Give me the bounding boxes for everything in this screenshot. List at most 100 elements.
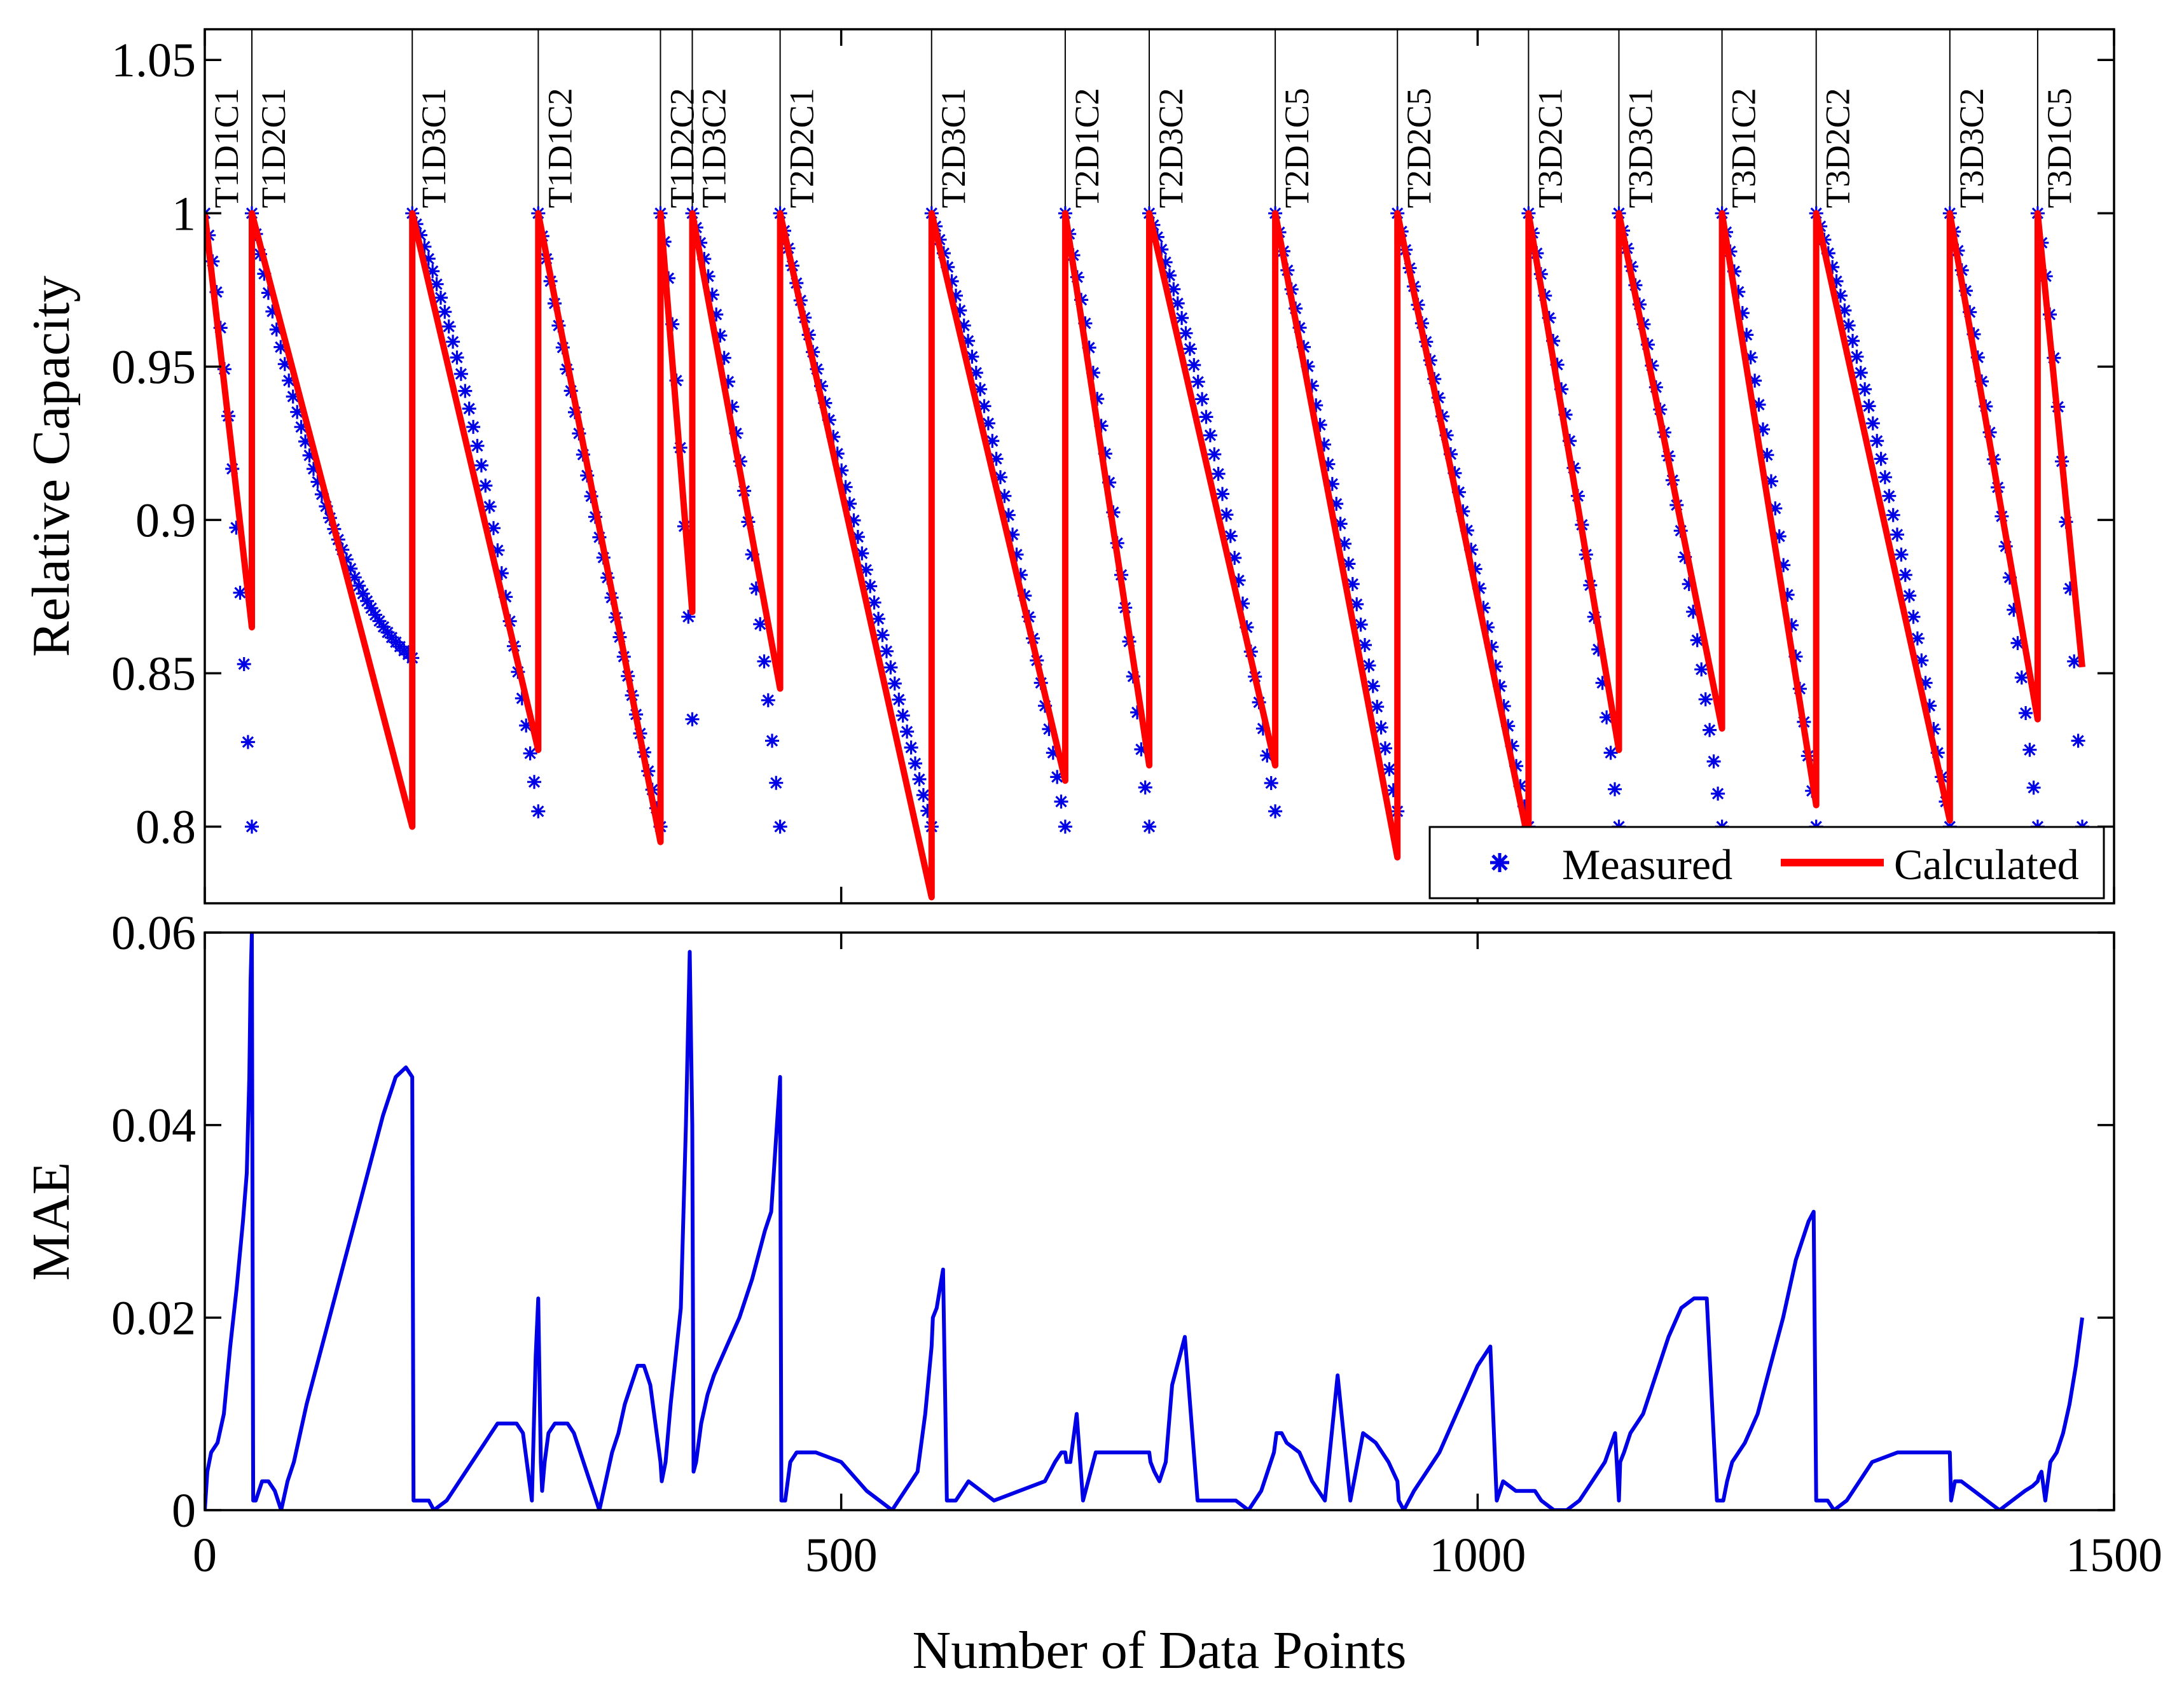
measured-point bbox=[434, 291, 448, 305]
measured-point bbox=[1711, 786, 1725, 801]
measured-point bbox=[482, 499, 497, 514]
calculated-line bbox=[205, 210, 2085, 901]
measured-point bbox=[523, 746, 537, 761]
measured-point bbox=[1882, 489, 1897, 503]
y-tick-label: 1 bbox=[172, 187, 196, 240]
measured-point bbox=[875, 628, 890, 642]
measured-point bbox=[1195, 392, 1210, 406]
condition-label: T2D1C5 bbox=[1278, 88, 1316, 208]
measured-point bbox=[1178, 326, 1193, 340]
condition-label: T2D1C2 bbox=[1068, 88, 1106, 208]
measured-point bbox=[462, 401, 476, 416]
measured-segment bbox=[1142, 206, 1283, 819]
top-plot-frame bbox=[204, 28, 2115, 905]
measured-point bbox=[233, 585, 247, 600]
measured-segment bbox=[1612, 206, 1729, 834]
bottom-axis-ticks: 0 0.02 0.04 0.06 0 500 1000 1500 bbox=[111, 906, 2162, 1582]
y-tick-label: 0.06 bbox=[111, 906, 196, 960]
measured-point bbox=[1706, 754, 1721, 768]
measured-point bbox=[1846, 333, 1860, 348]
measured-point bbox=[1182, 342, 1197, 356]
measured-point bbox=[1211, 466, 1226, 481]
measured-point bbox=[1603, 746, 1618, 760]
measured-point bbox=[867, 595, 881, 610]
measured-point bbox=[1187, 358, 1201, 372]
measured-point bbox=[458, 384, 473, 398]
measured-point bbox=[1608, 782, 1622, 796]
measured-point bbox=[1219, 508, 1234, 522]
measured-point bbox=[466, 420, 481, 434]
measured-point bbox=[1853, 366, 1868, 380]
condition-label: T3D1C2 bbox=[1725, 88, 1763, 208]
condition-label: T1D1C1 bbox=[207, 88, 245, 208]
measured-point bbox=[892, 692, 906, 707]
condition-label: T3D3C1 bbox=[1621, 88, 1659, 208]
measured-segment bbox=[685, 206, 787, 834]
measured-point bbox=[1890, 527, 1904, 542]
condition-label: T2D3C2 bbox=[1152, 88, 1190, 208]
measured-point bbox=[2019, 706, 2033, 720]
bottom-plot-frame bbox=[204, 931, 2115, 1511]
condition-label: T1D2C1 bbox=[254, 88, 293, 208]
x-tick-label: 500 bbox=[805, 1529, 878, 1582]
measured-point bbox=[1865, 416, 1880, 431]
measured-point bbox=[1748, 373, 1762, 388]
y-tick-label: 0.02 bbox=[111, 1291, 196, 1345]
measured-point bbox=[1142, 819, 1156, 834]
measured-point bbox=[474, 458, 488, 473]
condition-label: T3D2C1 bbox=[1531, 88, 1569, 208]
measured-point bbox=[1191, 375, 1205, 389]
measured-point bbox=[753, 617, 768, 632]
measured-point bbox=[887, 676, 902, 691]
condition-label: T2D3C1 bbox=[934, 88, 972, 208]
measured-point bbox=[1894, 547, 1909, 562]
measured-point bbox=[1898, 567, 1912, 582]
measured-point bbox=[904, 740, 918, 755]
measured-point bbox=[761, 693, 775, 707]
legend-calculated-label: Calculated bbox=[1894, 840, 2079, 889]
measured-point bbox=[1849, 349, 1864, 364]
measured-point bbox=[1175, 310, 1189, 325]
legend-measured-marker bbox=[1490, 853, 1509, 872]
legend-box bbox=[1428, 826, 2105, 899]
measured-point bbox=[1874, 452, 1888, 466]
measured-point bbox=[1365, 679, 1380, 693]
measured-point bbox=[1382, 762, 1397, 777]
measured-point bbox=[765, 733, 779, 748]
measured-segment bbox=[1942, 206, 2045, 834]
measured-point bbox=[1264, 776, 1278, 790]
measured-point bbox=[531, 804, 546, 819]
measured-point bbox=[237, 657, 251, 671]
condition-label: T3D2C2 bbox=[1819, 88, 1857, 208]
y-tick-label: 0.04 bbox=[111, 1099, 196, 1153]
measured-point bbox=[1862, 399, 1876, 413]
x-axis-title: Number of Data Points bbox=[913, 1621, 1407, 1680]
measured-point bbox=[1370, 700, 1385, 714]
y-tick-label: 0 bbox=[172, 1484, 196, 1538]
x-tick-label: 1500 bbox=[2066, 1529, 2162, 1582]
measured-point bbox=[527, 775, 541, 789]
measured-point bbox=[769, 775, 784, 790]
measured-point bbox=[2026, 781, 2041, 795]
condition-label: T3D1C5 bbox=[2040, 88, 2078, 208]
measured-point bbox=[895, 708, 910, 723]
measured-segment bbox=[1521, 206, 1626, 834]
measured-point bbox=[1877, 470, 1892, 485]
measured-point bbox=[880, 644, 894, 658]
measured-point bbox=[1374, 720, 1388, 735]
condition-label: T2D2C1 bbox=[783, 88, 821, 208]
mae-series bbox=[205, 933, 2084, 1510]
x-tick-label: 0 bbox=[193, 1529, 217, 1582]
measured-point bbox=[1698, 692, 1713, 707]
measured-point bbox=[1215, 487, 1229, 501]
measured-point bbox=[478, 478, 493, 493]
measured-point bbox=[685, 712, 700, 726]
measured-point bbox=[773, 819, 787, 834]
y-tick-label: 1.05 bbox=[111, 34, 196, 87]
measured-point bbox=[1353, 617, 1368, 632]
condition-label: T1D3C2 bbox=[695, 88, 733, 208]
condition-label: T3D3C2 bbox=[1952, 88, 1991, 208]
measured-point bbox=[1886, 508, 1900, 522]
condition-label: T2D2C5 bbox=[1400, 88, 1438, 208]
